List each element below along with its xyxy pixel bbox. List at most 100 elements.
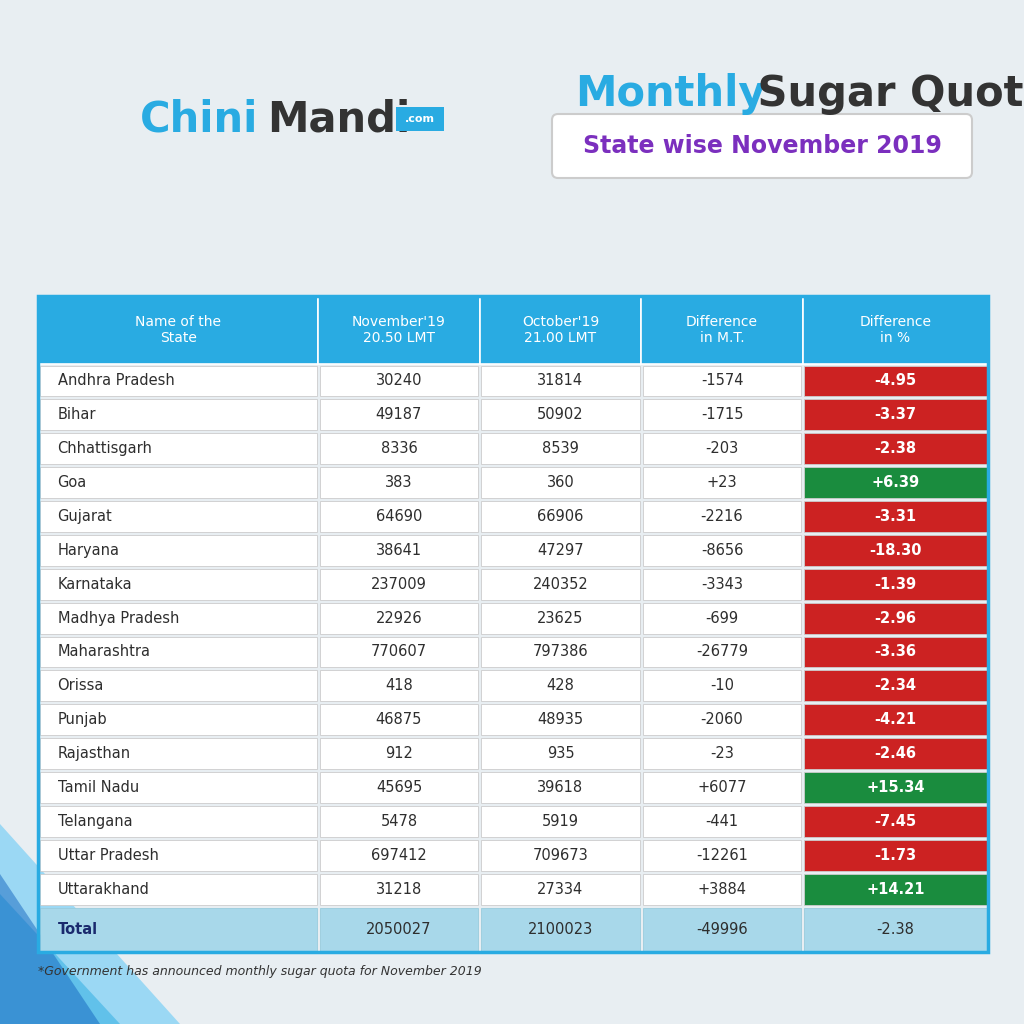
Bar [319,433,478,464]
Text: 31218: 31218 [376,882,422,897]
Text: State wise November 2019: State wise November 2019 [583,134,941,158]
Bar [481,501,640,531]
Bar [643,568,801,600]
Text: .com: .com [406,114,435,124]
Text: Gujarat: Gujarat [57,509,113,524]
Text: 22926: 22926 [376,610,422,626]
Bar [38,296,318,364]
Bar [318,296,480,364]
Bar [396,106,444,131]
Text: 66906: 66906 [538,509,584,524]
Text: 48935: 48935 [538,712,584,727]
Bar [40,907,316,950]
Text: *Government has announced monthly sugar quota for November 2019: *Government has announced monthly sugar … [38,966,481,979]
Bar [40,806,316,837]
Text: -4.95: -4.95 [874,374,916,388]
Bar [804,907,986,950]
Text: 23625: 23625 [538,610,584,626]
Bar [319,907,478,950]
Bar [643,772,801,803]
Text: +14.21: +14.21 [866,882,925,897]
Text: -2.38: -2.38 [874,441,916,456]
Text: 935: 935 [547,746,574,761]
Bar [641,296,803,364]
Text: 2050027: 2050027 [367,922,432,937]
Bar [481,738,640,769]
Text: November'19
20.50 LMT: November'19 20.50 LMT [352,315,445,345]
Bar [643,637,801,668]
Bar [481,873,640,904]
Bar [643,501,801,531]
Text: -1.73: -1.73 [874,848,916,862]
Bar [643,433,801,464]
Text: -699: -699 [706,610,738,626]
Bar [481,467,640,498]
Bar [643,873,801,904]
Text: Name of the
State: Name of the State [135,315,221,345]
Text: 46875: 46875 [376,712,422,727]
Text: -2.46: -2.46 [874,746,916,761]
Text: Orissa: Orissa [57,678,104,693]
Text: 360: 360 [547,475,574,490]
Bar [643,907,801,950]
Bar [40,705,316,735]
Text: Maharashtra: Maharashtra [57,644,151,659]
Bar [319,705,478,735]
Bar [40,366,316,396]
Bar [319,772,478,803]
Bar [319,501,478,531]
Bar [319,366,478,396]
Bar [40,467,316,498]
Bar [40,399,316,430]
Bar [643,603,801,634]
Text: 5478: 5478 [381,814,418,828]
Text: -2.34: -2.34 [874,678,916,693]
Text: 770607: 770607 [371,644,427,659]
Text: 240352: 240352 [532,577,589,592]
Bar [319,840,478,870]
Bar [804,467,986,498]
Polygon shape [0,824,180,1024]
Bar [804,501,986,531]
Bar [319,637,478,668]
Text: Bihar: Bihar [57,408,96,422]
Text: Tamil Nadu: Tamil Nadu [57,780,139,795]
Text: Rajasthan: Rajasthan [57,746,131,761]
Bar [319,467,478,498]
Bar [38,296,988,952]
Text: Chini: Chini [140,98,258,140]
Text: Madhya Pradesh: Madhya Pradesh [57,610,179,626]
Bar [643,738,801,769]
Text: 39618: 39618 [538,780,584,795]
Text: 30240: 30240 [376,374,422,388]
Bar [643,399,801,430]
Bar [40,433,316,464]
Text: 47297: 47297 [538,543,584,558]
Text: Difference
in %: Difference in % [859,315,932,345]
Bar [40,568,316,600]
Bar [643,535,801,565]
Text: -18.30: -18.30 [869,543,922,558]
Text: -1.39: -1.39 [874,577,916,592]
Bar [804,806,986,837]
Bar [804,603,986,634]
Text: -3.36: -3.36 [874,644,916,659]
Text: Uttarakhand: Uttarakhand [57,882,150,897]
Bar [481,671,640,701]
Text: +23: +23 [707,475,737,490]
Text: 27334: 27334 [538,882,584,897]
Bar [40,772,316,803]
Bar [481,603,640,634]
Text: -203: -203 [706,441,738,456]
Bar [40,671,316,701]
Text: -3343: -3343 [701,577,743,592]
Bar [481,366,640,396]
Bar [804,873,986,904]
Text: 8336: 8336 [381,441,418,456]
Bar [319,399,478,430]
Text: 709673: 709673 [532,848,589,862]
Bar [481,907,640,950]
Text: 64690: 64690 [376,509,422,524]
Bar [480,296,641,364]
Text: 912: 912 [385,746,413,761]
